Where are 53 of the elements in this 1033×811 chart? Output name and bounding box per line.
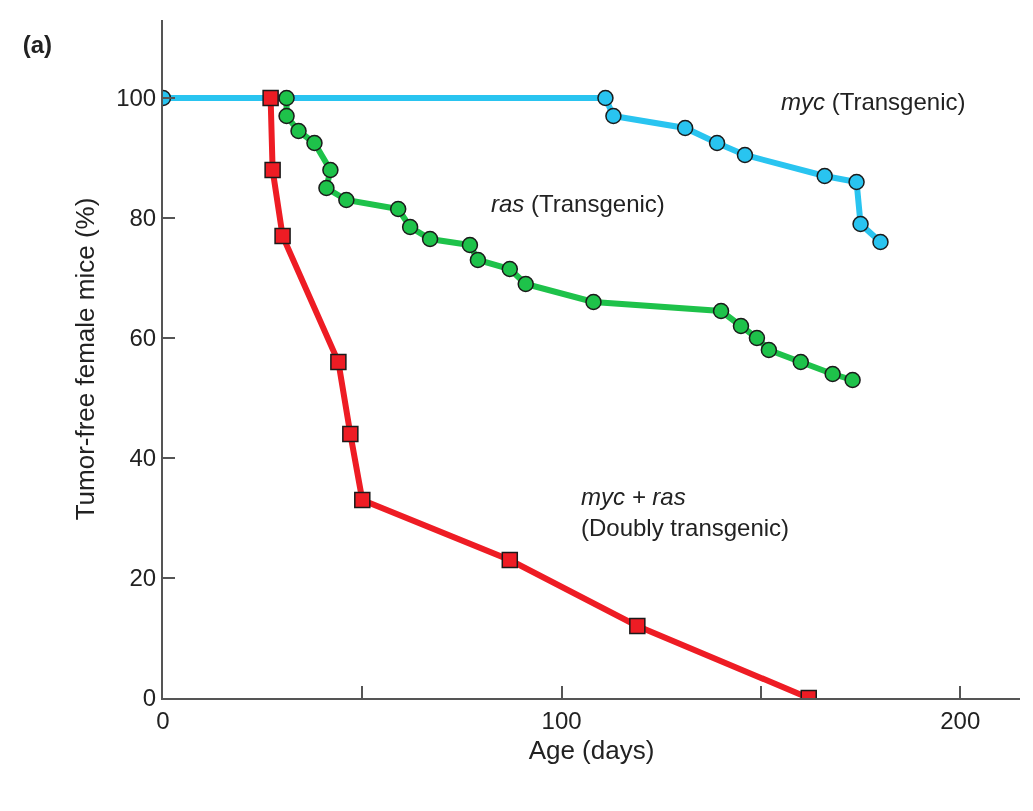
point bbox=[421, 230, 439, 248]
point bbox=[736, 146, 754, 164]
x-axis-title: Age (days) bbox=[528, 735, 655, 765]
point bbox=[792, 353, 810, 371]
point bbox=[852, 215, 869, 233]
point bbox=[585, 293, 602, 311]
y-tick-label: 20 bbox=[129, 564, 157, 592]
point bbox=[712, 302, 730, 320]
point bbox=[389, 200, 407, 218]
point bbox=[318, 179, 335, 197]
series-label: myc (Transgenic) bbox=[781, 88, 966, 115]
text: myc + ras (Doubly transgenic) bbox=[581, 483, 790, 542]
point bbox=[676, 119, 694, 137]
point bbox=[760, 341, 778, 359]
point bbox=[816, 167, 833, 185]
point bbox=[338, 191, 355, 209]
x-tick-label: 200 bbox=[940, 706, 981, 734]
y-tick-label: 0 bbox=[142, 684, 157, 712]
y-tick-label: 60 bbox=[129, 324, 157, 352]
point bbox=[605, 107, 622, 125]
point bbox=[629, 617, 646, 635]
point bbox=[354, 491, 371, 509]
point bbox=[501, 260, 519, 278]
point bbox=[517, 275, 534, 293]
point bbox=[322, 161, 339, 179]
point bbox=[708, 134, 726, 152]
point bbox=[501, 551, 519, 569]
point bbox=[262, 89, 279, 107]
point bbox=[274, 227, 291, 245]
text: (a) bbox=[22, 31, 53, 58]
point bbox=[872, 233, 889, 251]
y-tick-label: 80 bbox=[129, 204, 157, 232]
point bbox=[848, 173, 865, 191]
point bbox=[597, 89, 614, 107]
point bbox=[342, 425, 359, 443]
point bbox=[401, 218, 419, 236]
point bbox=[278, 107, 295, 125]
series-label: ras (Transgenic) bbox=[491, 190, 665, 217]
point bbox=[469, 251, 487, 269]
y-tick-label: 100 bbox=[116, 84, 157, 112]
point bbox=[824, 365, 841, 383]
point bbox=[290, 122, 307, 140]
y-axis-title: Tumor-free female mice (%) bbox=[70, 197, 101, 521]
point bbox=[278, 89, 295, 107]
point bbox=[306, 134, 323, 152]
y-tick-label: 40 bbox=[129, 444, 157, 472]
point bbox=[264, 161, 281, 179]
x-tick-label: 100 bbox=[541, 706, 582, 734]
point bbox=[844, 371, 861, 389]
point bbox=[330, 353, 347, 371]
point bbox=[748, 329, 766, 347]
point bbox=[732, 317, 750, 335]
point bbox=[461, 236, 479, 254]
